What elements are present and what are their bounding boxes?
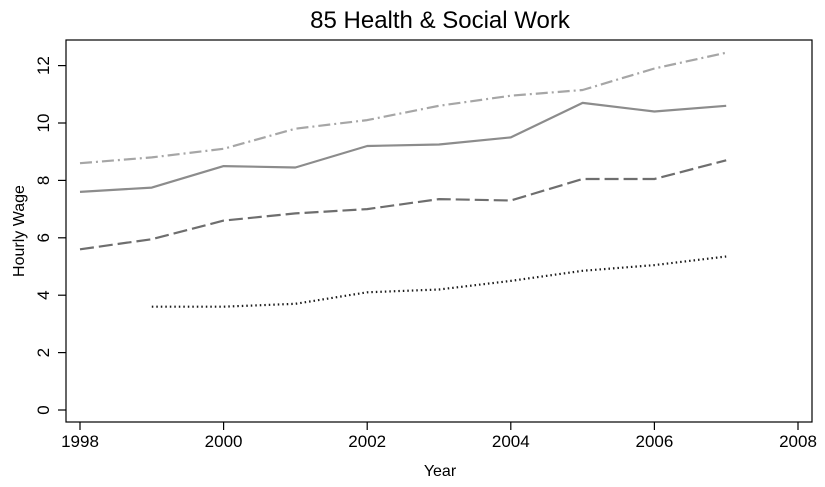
x-tick-label-2002: 2002 — [348, 432, 386, 451]
y-tick-label-4: 4 — [34, 290, 53, 299]
y-tick-label-2: 2 — [34, 348, 53, 357]
plot-frame — [65, 39, 813, 423]
series-layer — [79, 51, 727, 308]
axes: 1998 2000 2002 2004 2006 2008 0 2 4 6 8 10 12 — [34, 56, 817, 451]
series-line-dotted — [151, 255, 727, 308]
x-tick-label-2008: 2008 — [779, 432, 817, 451]
y-tick-label-12: 12 — [34, 56, 53, 75]
x-tick-label-2006: 2006 — [635, 432, 673, 451]
chart-title: 85 Health & Social Work — [310, 7, 571, 34]
x-tick-label-2004: 2004 — [492, 432, 530, 451]
series-line-solid — [79, 101, 727, 193]
y-tick-label-10: 10 — [34, 114, 53, 133]
y-axis-label: Hourly Wage — [11, 185, 28, 277]
y-tick-label-0: 0 — [34, 405, 53, 414]
x-axis-label: Year — [424, 463, 457, 480]
y-tick-label-8: 8 — [34, 176, 53, 185]
y-tick-label-6: 6 — [34, 233, 53, 242]
x-tick-label-2000: 2000 — [205, 432, 243, 451]
series-line-dashed — [79, 159, 727, 251]
x-tick-label-1998: 1998 — [61, 432, 99, 451]
